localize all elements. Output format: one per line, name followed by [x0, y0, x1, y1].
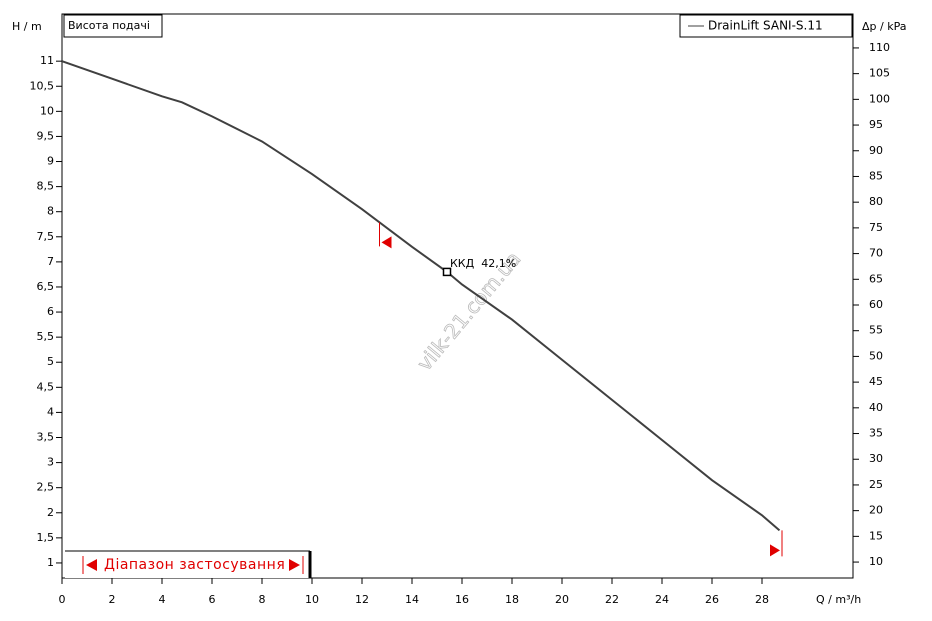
- y-tick-label: 2: [47, 506, 54, 519]
- x-tick-label: 0: [59, 593, 66, 606]
- y2-tick-label: 70: [869, 247, 883, 260]
- y-tick-label: 3: [47, 456, 54, 469]
- y-tick-label: 1,5: [37, 531, 55, 544]
- y2-tick-label: 50: [869, 349, 883, 362]
- y2-tick-label: 15: [869, 529, 883, 542]
- x-tick-label: 22: [605, 593, 619, 606]
- x-tick-label: 28: [755, 593, 769, 606]
- x-tick-label: 16: [455, 593, 469, 606]
- y-tick-label: 9: [47, 155, 54, 168]
- y2-tick-label: 35: [869, 427, 883, 440]
- y-axis-label: H / m: [12, 20, 42, 33]
- y-tick-label: 8: [47, 205, 54, 218]
- x-axis-label: Q / m³/h: [816, 593, 861, 606]
- y-tick-label: 7: [47, 255, 54, 268]
- y-tick-label: 3,5: [37, 431, 55, 444]
- y-tick-label: 2,5: [37, 481, 55, 494]
- y-tick-label: 11: [40, 54, 54, 67]
- y2-tick-label: 75: [869, 221, 883, 234]
- y-tick-label: 5: [47, 355, 54, 368]
- range-arrow-left: [86, 559, 97, 571]
- y2-tick-label: 80: [869, 195, 883, 208]
- x-tick-label: 8: [259, 593, 266, 606]
- y-tick-label: 6,5: [37, 280, 55, 293]
- y2-tick-label: 105: [869, 67, 890, 80]
- y2-tick-label: 60: [869, 298, 883, 311]
- x-tick-label: 10: [305, 593, 319, 606]
- x-tick-label: 20: [555, 593, 569, 606]
- range-max-arrow: [770, 544, 780, 557]
- y2-tick-label: 25: [869, 478, 883, 491]
- y-tick-label: 8,5: [37, 180, 55, 193]
- x-tick-label: 14: [405, 593, 419, 606]
- y2-tick-label: 40: [869, 401, 883, 414]
- y-tick-label: 9,5: [37, 129, 55, 142]
- y-tick-label: 1: [47, 556, 54, 569]
- y2-axis-label: Δp / kPa: [862, 20, 906, 33]
- duty-point-label: ККД 42,1%: [450, 257, 516, 270]
- y-tick-label: 5,5: [37, 330, 55, 343]
- chart-title: Висота подачі: [68, 19, 150, 32]
- y2-tick-label: 90: [869, 144, 883, 157]
- y-tick-label: 4: [47, 405, 54, 418]
- range-min-arrow: [381, 236, 392, 249]
- y-tick-label: 10: [40, 104, 54, 117]
- x-tick-label: 18: [505, 593, 519, 606]
- range-box: [65, 551, 310, 578]
- y-tick-label: 6: [47, 305, 54, 318]
- range-arrow-right: [289, 559, 300, 571]
- y2-tick-label: 55: [869, 324, 883, 337]
- range-label: Діапазон застосування: [104, 557, 285, 573]
- y-tick-label: 10,5: [30, 79, 55, 92]
- x-tick-label: 6: [209, 593, 216, 606]
- y2-tick-label: 20: [869, 504, 883, 517]
- y2-tick-label: 45: [869, 375, 883, 388]
- y2-tick-label: 65: [869, 272, 883, 285]
- legend-box: [679, 14, 853, 38]
- legend-label: DrainLift SANI-S.11: [708, 19, 823, 33]
- y2-tick-label: 10: [869, 555, 883, 568]
- x-tick-label: 26: [705, 593, 719, 606]
- series-line: [61, 60, 781, 532]
- y2-tick-label: 30: [869, 452, 883, 465]
- title-box: [63, 14, 163, 38]
- y2-tick-label: 100: [869, 92, 890, 105]
- x-tick-label: 4: [159, 593, 166, 606]
- y-tick-label: 4,5: [37, 380, 55, 393]
- x-tick-label: 24: [655, 593, 669, 606]
- x-tick-label: 12: [355, 593, 369, 606]
- y2-tick-label: 85: [869, 169, 883, 182]
- y2-tick-label: 95: [869, 118, 883, 131]
- y-tick-label: 7,5: [37, 230, 55, 243]
- plot-frame: [61, 13, 854, 579]
- y2-tick-label: 110: [869, 41, 890, 54]
- duty-point: [442, 267, 452, 277]
- x-tick-label: 2: [109, 593, 116, 606]
